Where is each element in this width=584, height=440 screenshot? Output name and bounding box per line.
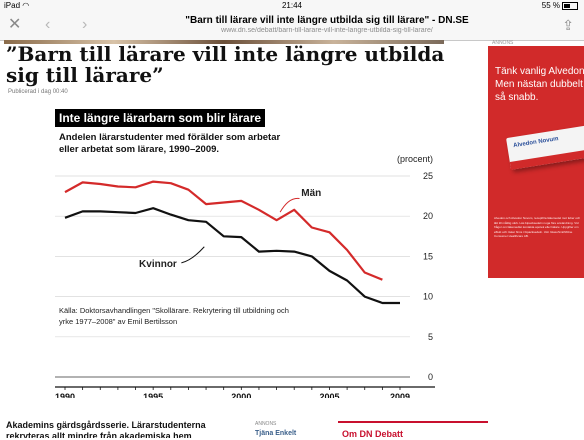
y-tick-label: 5 [428, 332, 433, 342]
status-bar: iPad ◠ 21:44 55 % [0, 0, 584, 12]
x-tick-label: 2005 [319, 392, 339, 398]
forward-arrow-icon[interactable]: › [82, 16, 88, 33]
series-label-man: Män [301, 188, 321, 199]
product-name: Alvedon Novum [512, 136, 559, 150]
y-tick-label: 25 [423, 171, 433, 181]
status-time: 21:44 [281, 1, 303, 10]
y-tick-label: 0 [428, 372, 433, 382]
ad-line-1: Tänk vanlig Alvedon. [495, 66, 584, 77]
product-package: Alvedon Novum [506, 124, 584, 170]
battery-percent: 55 % [541, 1, 560, 10]
x-tick-label: 1995 [143, 392, 163, 398]
series-label-kvinnor: Kvinnor [139, 259, 177, 270]
section-title: Om DN Debatt [342, 429, 404, 439]
chart-subtitle: Andelen lärarstudenter med förälder som … [59, 132, 281, 155]
page-title: "Barn till lärare vill inte längre utbil… [185, 15, 469, 26]
x-tick-label: 1990 [55, 392, 75, 398]
ad-line-2: Men nästan dubbelt [495, 79, 583, 90]
battery-icon [562, 1, 578, 10]
chart-title: Inte längre lärarbarn som blir lärare [55, 109, 266, 127]
x-tick-label: 2009 [390, 392, 410, 398]
ad-label: ANNONS [492, 40, 514, 46]
ad-banner[interactable]: Tänk vanlig Alvedon. Men nästan dubbelt … [488, 46, 584, 278]
page-content: ”Barn till lärare vill inte längre utbil… [0, 40, 584, 440]
back-arrow-icon[interactable]: ‹ [45, 16, 51, 33]
label-leader-kvinnor [181, 246, 205, 264]
sponsored-link[interactable]: Tjäna Enkelt [255, 430, 297, 437]
close-icon[interactable]: ✕ [8, 16, 22, 33]
status-left: iPad ◠ [4, 0, 29, 12]
y-tick-label: 10 [423, 292, 433, 302]
ad-fine-print: Alvedon och Alvedon Novum, receptfria lä… [494, 216, 581, 238]
line-chart: 0 5 10 15 20 25 (procent) 1990 1995 2000 2005 2009 M… [55, 154, 435, 398]
article-teaser: Akademins gärdsgårdsserie. Lärarstudente… [6, 420, 206, 430]
om-dn-debatt-section[interactable]: Om DN Debatt [338, 421, 488, 440]
ad-line-3: så snabb. [495, 92, 539, 103]
wifi-icon: ◠ [22, 1, 30, 10]
share-icon[interactable]: ⇪ [562, 17, 574, 33]
browser-toolbar: ✕ ‹ › "Barn till lärare vill inte längre… [0, 12, 584, 41]
chart: 0 5 10 15 20 25 (procent) 1990 1995 2000 2005 2009 M… [55, 108, 435, 398]
series-line-kvinnor [64, 207, 400, 305]
device-name: iPad [4, 1, 21, 10]
battery-status: 55 % [542, 0, 578, 12]
ad-label-bottom: ANNONS [255, 421, 277, 427]
publish-date: Publicerad i dag 00:40 [8, 89, 68, 95]
page-url[interactable]: www.dn.se/debatt/barn-till-larare-vill-i… [221, 27, 433, 34]
y-unit-label: (procent) [397, 154, 433, 164]
series-line-man [64, 180, 383, 281]
article-teaser-continued: rekryteras allt mindre från akademiska h… [6, 431, 192, 438]
chart-source: Källa: Doktorsavhandlingen "Skollärare. … [59, 306, 289, 326]
y-tick-label: 15 [423, 251, 433, 261]
y-tick-label: 20 [423, 211, 433, 221]
header-photo [4, 40, 444, 44]
x-tick-label: 2000 [231, 392, 251, 398]
label-leader-man [279, 197, 300, 213]
article-headline: ”Barn till lärare vill inte längre utbil… [6, 42, 445, 87]
